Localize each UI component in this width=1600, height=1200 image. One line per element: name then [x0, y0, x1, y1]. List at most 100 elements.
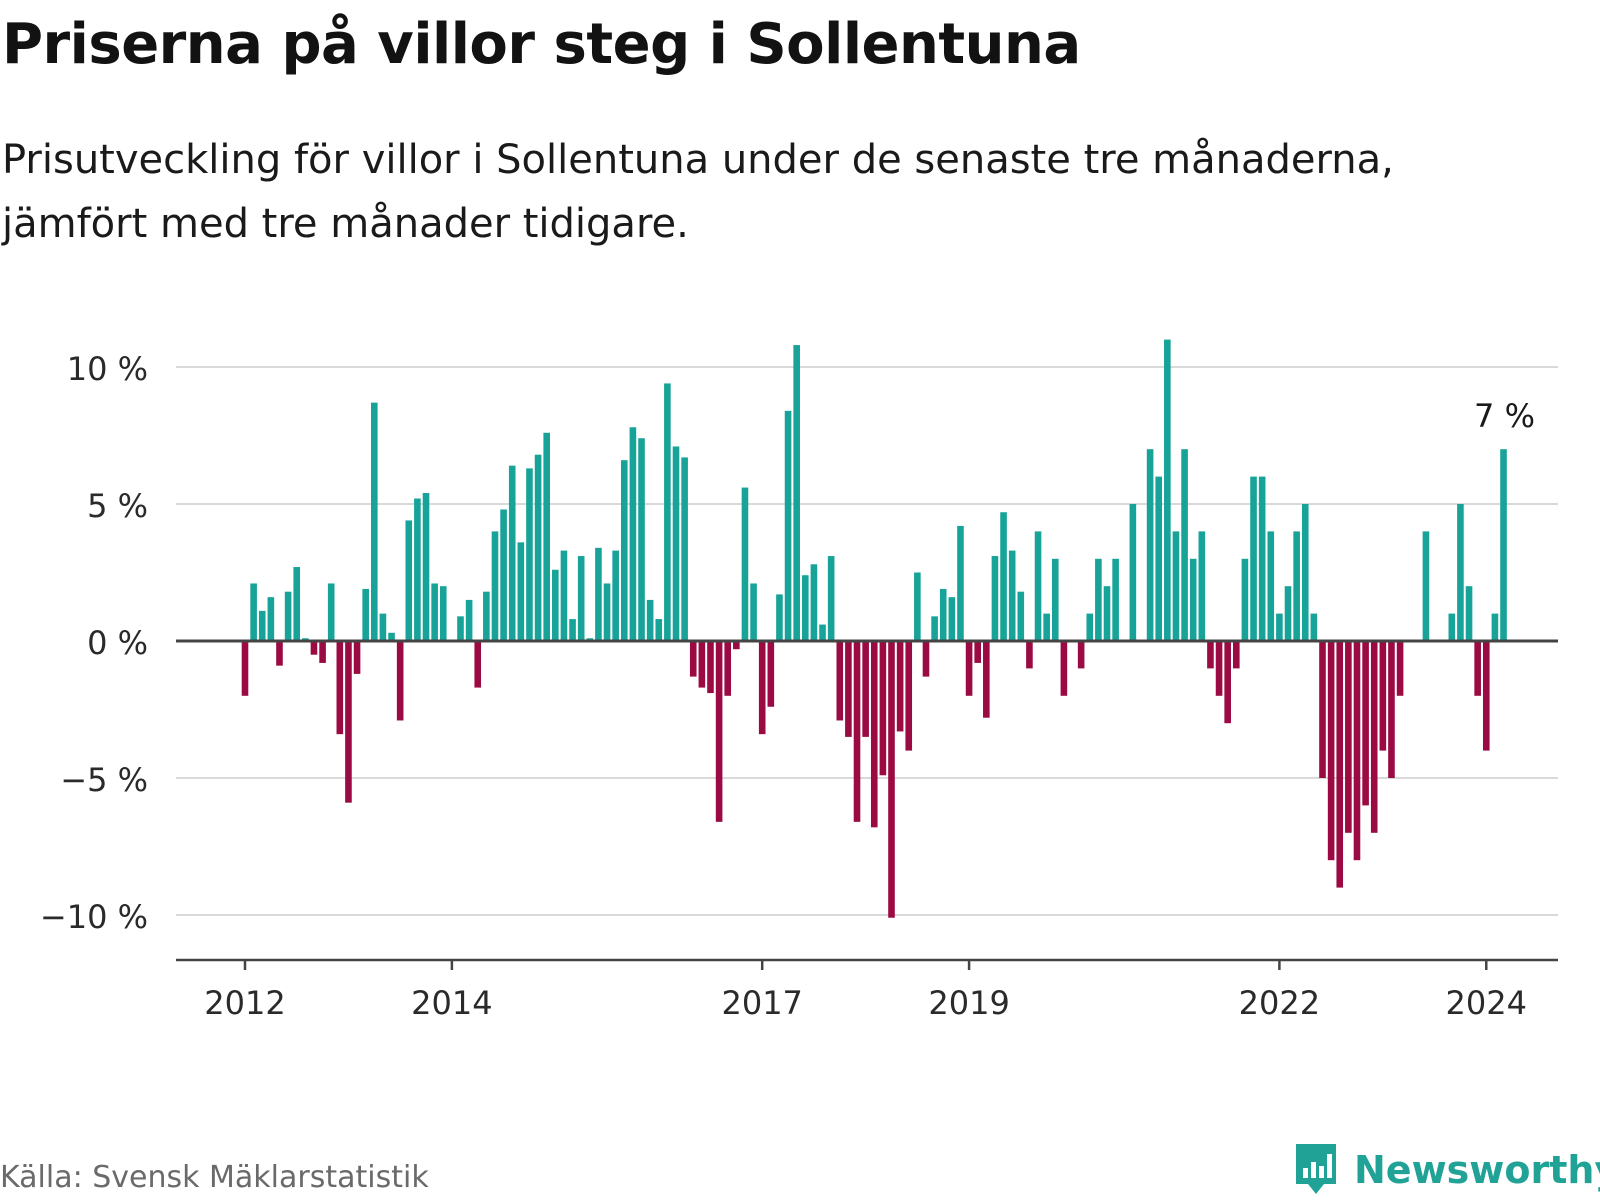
bar — [465, 599, 473, 641]
y-tick-label: −10 % — [40, 898, 148, 936]
bar — [362, 588, 369, 641]
bar — [758, 641, 766, 735]
bar — [1086, 613, 1094, 641]
bar — [1482, 641, 1490, 751]
bar — [879, 641, 887, 776]
y-tick-label: 10 % — [67, 350, 148, 388]
bar — [457, 616, 464, 641]
bar — [1310, 613, 1318, 641]
bar — [1095, 558, 1102, 641]
bar — [1008, 550, 1016, 641]
bar — [914, 572, 921, 641]
brand: Newsworthy — [1292, 1140, 1600, 1200]
bar — [655, 619, 663, 641]
x-axis: 2012 2014 2017 2019 2022 2024 — [176, 958, 1558, 1022]
bar — [1224, 641, 1231, 724]
bar — [1276, 613, 1283, 641]
bar — [741, 487, 749, 641]
brand-name: Newsworthy — [1354, 1148, 1600, 1192]
bar — [577, 556, 585, 641]
bar — [957, 525, 964, 641]
bar — [543, 432, 550, 641]
gridlines — [176, 366, 1558, 916]
bar — [750, 583, 757, 641]
bar — [1474, 641, 1481, 696]
bar — [1129, 504, 1137, 641]
value-annotation: 7 % — [1474, 397, 1535, 435]
bar — [715, 641, 723, 822]
bar — [819, 624, 826, 641]
bar — [439, 586, 447, 641]
bar — [870, 641, 878, 828]
bar — [1379, 641, 1387, 751]
bar — [1103, 586, 1111, 641]
bar — [733, 641, 740, 650]
y-tick-label: −5 % — [60, 761, 148, 799]
bar — [1034, 531, 1042, 641]
y-axis-tick-labels: 10 % 5 % 0 % −5 % −10 % — [40, 350, 148, 936]
bar — [388, 632, 395, 641]
bar — [1258, 476, 1266, 641]
newsworthy-logo-icon — [1296, 1144, 1336, 1194]
bar — [560, 550, 568, 641]
bar — [836, 641, 844, 721]
bar — [1060, 641, 1068, 696]
bar — [1017, 591, 1025, 641]
bar — [1155, 476, 1163, 641]
bar — [431, 583, 438, 641]
bar-chart: 10 % 5 % 0 % −5 % −10 % 2012 2014 2017 2019 2022… — [40, 339, 1558, 1022]
x-tick-label: 2022 — [1239, 984, 1320, 1022]
bar — [896, 641, 904, 732]
bar — [276, 641, 283, 666]
x-tick-label: 2024 — [1446, 984, 1527, 1022]
bar — [1353, 641, 1361, 861]
bar — [293, 567, 301, 641]
bar — [776, 594, 783, 641]
bar — [1267, 531, 1275, 641]
bar — [336, 641, 344, 735]
bar — [327, 583, 335, 641]
bar — [862, 641, 869, 737]
bar — [698, 641, 706, 688]
x-tick-label: 2019 — [928, 984, 1009, 1022]
bar — [534, 454, 542, 641]
bar — [939, 588, 947, 641]
bar — [1327, 641, 1335, 861]
bar — [1233, 641, 1240, 669]
bar — [405, 520, 413, 641]
bar — [965, 641, 973, 696]
bar — [1112, 558, 1119, 641]
bar — [319, 641, 326, 663]
bar — [1241, 558, 1249, 641]
x-tick-label: 2017 — [721, 984, 802, 1022]
bar — [526, 468, 533, 641]
bar — [284, 591, 292, 641]
chart-subtitle: Prisutveckling för villor i Sollentuna u… — [2, 128, 1562, 256]
bar — [1172, 531, 1180, 641]
bar — [991, 556, 999, 641]
bar — [948, 597, 956, 641]
bar — [1301, 504, 1309, 641]
bar — [1215, 641, 1223, 696]
bar — [1336, 641, 1344, 888]
bar — [1370, 641, 1378, 833]
bar — [517, 542, 525, 641]
bar — [552, 569, 559, 641]
bar — [414, 498, 421, 641]
bar — [672, 446, 680, 641]
bar — [784, 410, 792, 641]
bar — [689, 641, 697, 677]
bar — [1448, 613, 1456, 641]
bar — [1465, 586, 1473, 641]
bar — [310, 641, 318, 655]
bar — [646, 599, 654, 641]
bar — [888, 641, 895, 918]
y-tick-label: 5 % — [87, 487, 148, 525]
subtitle-line-2: jämfört med tre månader tidigare. — [2, 201, 689, 247]
bar — [974, 641, 981, 663]
bar — [379, 613, 387, 641]
y-tick-label: 0 % — [87, 624, 148, 662]
subtitle-line-1: Prisutveckling för villor i Sollentuna u… — [2, 137, 1394, 183]
bar — [345, 641, 352, 803]
bar — [1362, 641, 1369, 806]
